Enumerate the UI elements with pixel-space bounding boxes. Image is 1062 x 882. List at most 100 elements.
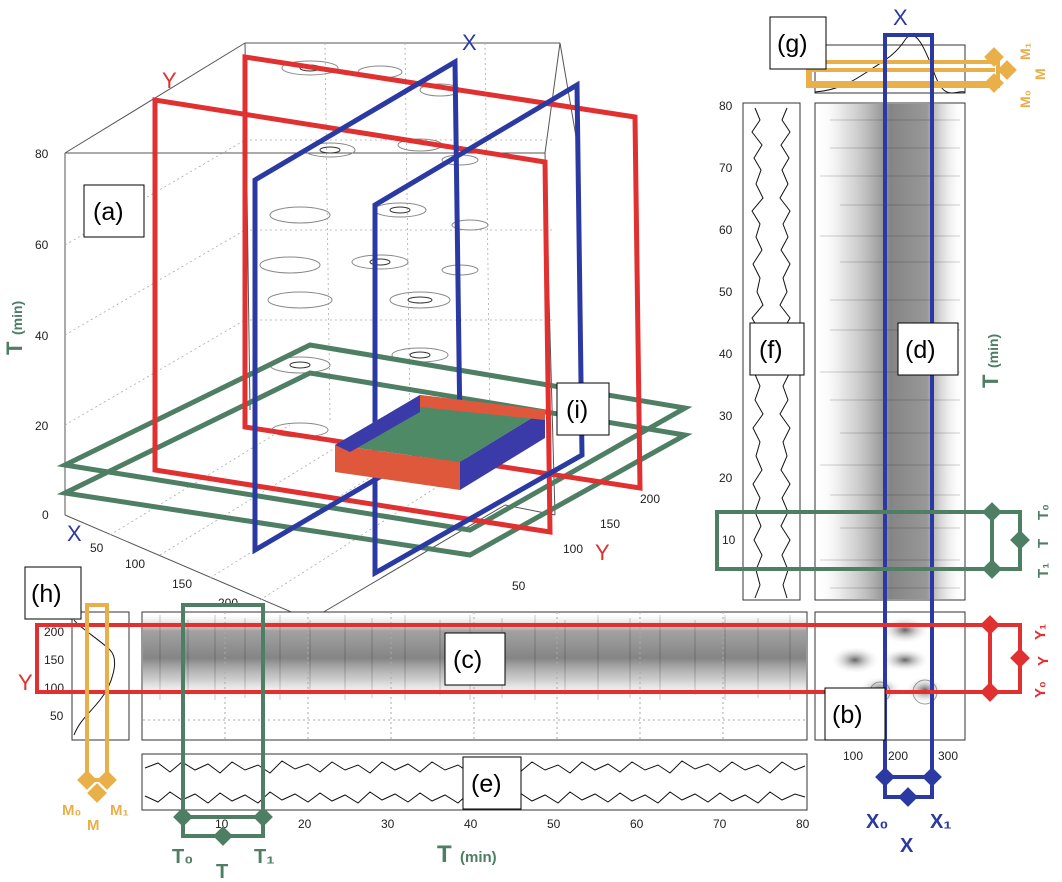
svg-text:(min): (min) [9, 301, 25, 335]
bottom-t-axis-label: T (min) [437, 841, 497, 868]
t-tick: 60 [719, 223, 733, 237]
t-tick: 60 [35, 238, 49, 252]
t-tick: 30 [719, 409, 733, 423]
panel-label-d: (d) [897, 322, 959, 376]
right-top-x-label: X [893, 5, 908, 30]
cube-t-axis-label: T (min) [2, 301, 27, 355]
t-tick: 30 [381, 817, 395, 831]
svg-text:T₀: T₀ [1035, 504, 1052, 520]
t-bottom-labels: T₀ T T₁ [172, 846, 275, 882]
t-tick: 20 [35, 419, 49, 433]
cube-x-plane-label: X [462, 30, 477, 55]
y-tick: 150 [44, 653, 64, 667]
panel-label-f: (f) [749, 322, 805, 376]
svg-text:M₀: M₀ [62, 802, 81, 819]
y-right-labels: Y₁ Y Y₀ [1032, 624, 1052, 698]
cube-y-axis-label: Y [595, 540, 610, 565]
x-tick: 100 [843, 749, 863, 763]
panel-b-x-ticks: 100 200 300 [843, 749, 958, 763]
t-tick: 50 [719, 285, 733, 299]
svg-text:M: M [87, 817, 100, 834]
t-tick: 0 [42, 508, 49, 522]
t-right-labels: T₀ T T₁ [1035, 504, 1052, 578]
cube-y-plane-label: Y [162, 68, 177, 93]
projection-box [335, 395, 545, 490]
t-tick: 10 [722, 533, 736, 547]
x-tick: 300 [938, 749, 958, 763]
svg-text:T: T [978, 374, 1003, 388]
t-tick: 80 [35, 147, 49, 161]
t-tick: 40 [35, 329, 49, 343]
m-left-diamonds [77, 770, 117, 803]
t-tick: 50 [547, 817, 561, 831]
svg-text:T₁: T₁ [254, 846, 275, 868]
m-diamond [997, 60, 1017, 80]
svg-text:M₁: M₁ [110, 802, 129, 819]
panel-label-g: (g) [769, 16, 827, 70]
svg-text:M₁: M₁ [1017, 42, 1033, 60]
panel-label-a: (a) [83, 184, 145, 238]
t-tick: 40 [464, 817, 478, 831]
cube-y-ticks: 50 100 150 200 [512, 492, 660, 593]
cube-t-ticks: 80 60 40 20 0 [35, 147, 49, 522]
svg-text:(c): (c) [453, 646, 482, 674]
panel-label-c: (c) [444, 632, 506, 686]
svg-text:(g): (g) [777, 30, 808, 58]
svg-text:(min): (min) [460, 849, 497, 866]
svg-text:(min): (min) [985, 334, 1001, 368]
y-tick: 150 [600, 517, 620, 531]
svg-text:X₀: X₀ [866, 811, 888, 833]
m0-diamond [984, 73, 1004, 93]
svg-text:(i): (i) [566, 396, 588, 424]
svg-text:T₀: T₀ [172, 846, 193, 868]
x0-diamond [875, 767, 895, 787]
m-top-labels: M₁ M M₀ [1017, 42, 1048, 108]
x-diamond [898, 787, 918, 807]
panel-label-b: (b) [824, 687, 886, 741]
panel-label-h: (h) [24, 566, 82, 620]
m-bracket-top [806, 60, 1000, 88]
t-tick: 20 [719, 471, 733, 485]
svg-text:(d): (d) [905, 336, 936, 364]
svg-text:(a): (a) [93, 198, 124, 226]
m-left-labels: M₀ M M₁ [62, 802, 129, 834]
svg-text:(e): (e) [471, 770, 502, 798]
svg-text:T: T [216, 861, 228, 882]
svg-text:(f): (f) [759, 336, 783, 364]
panel-e-t-ticks: 10 20 30 40 50 60 70 80 [215, 817, 810, 831]
panel-h-marginal [71, 611, 130, 741]
x-markers: X₀ X₁ X [866, 811, 952, 857]
t-tick: 70 [713, 817, 727, 831]
svg-text:T: T [2, 341, 27, 355]
t-tick: 80 [796, 817, 810, 831]
svg-text:(b): (b) [832, 701, 863, 729]
t-tick: 60 [630, 817, 644, 831]
t-planes [56, 342, 693, 558]
t-tick: 10 [215, 817, 229, 831]
panel-label-e: (e) [462, 756, 522, 810]
panel-d-heatmap [814, 102, 966, 601]
svg-text:M: M [1032, 68, 1048, 80]
svg-text:M₀: M₀ [1017, 90, 1033, 108]
svg-text:Y₀: Y₀ [1032, 681, 1049, 698]
y-planes [152, 54, 643, 535]
panel-h-y-ticks: 200 150 100 50 [44, 625, 64, 723]
panel-f-t-ticks: 80 70 60 50 40 30 20 10 [719, 99, 736, 547]
x-tick: 200 [888, 749, 908, 763]
y-tick: 200 [44, 625, 64, 639]
svg-text:Y₁: Y₁ [1032, 624, 1049, 640]
svg-text:T: T [1035, 539, 1052, 548]
t-tick: 40 [719, 347, 733, 361]
y-diamonds [980, 615, 1030, 702]
t-tick: 80 [719, 99, 733, 113]
panel-label-i: (i) [556, 382, 610, 436]
x1-diamond [922, 767, 942, 787]
svg-text:Y: Y [1035, 656, 1052, 666]
svg-text:X₁: X₁ [930, 811, 952, 833]
x-diamonds [875, 767, 942, 807]
y-tick: 50 [512, 579, 526, 593]
t-bottom-diamonds [173, 807, 273, 846]
x-tick: 100 [125, 557, 145, 571]
svg-text:X: X [900, 835, 914, 857]
